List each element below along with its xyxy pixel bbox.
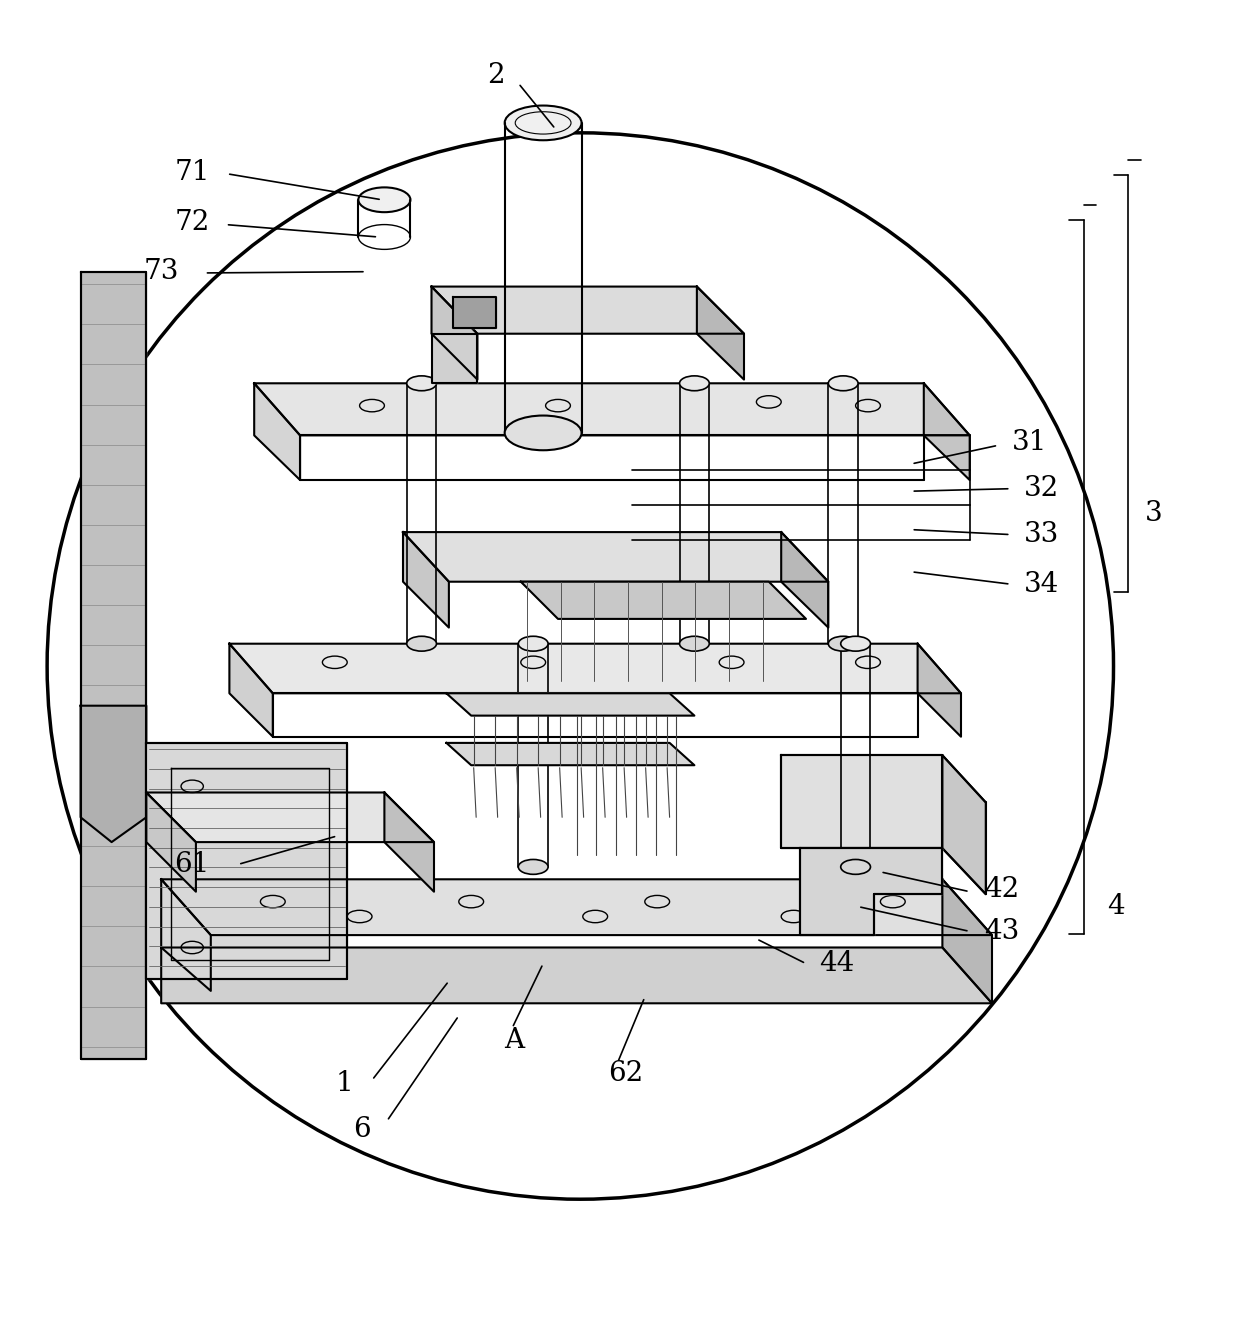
Text: 73: 73 xyxy=(144,258,179,285)
Ellipse shape xyxy=(841,860,870,874)
Polygon shape xyxy=(942,880,992,1003)
Ellipse shape xyxy=(505,106,582,140)
Polygon shape xyxy=(161,880,992,935)
Text: 61: 61 xyxy=(175,850,210,878)
Text: 31: 31 xyxy=(1012,429,1047,456)
Polygon shape xyxy=(161,880,211,991)
Polygon shape xyxy=(446,743,694,765)
Ellipse shape xyxy=(358,187,410,213)
Text: A: A xyxy=(505,1027,525,1054)
Text: 34: 34 xyxy=(1024,571,1059,598)
Text: 71: 71 xyxy=(175,159,210,186)
Ellipse shape xyxy=(505,416,582,451)
Polygon shape xyxy=(924,384,970,480)
Polygon shape xyxy=(453,297,496,328)
Circle shape xyxy=(47,132,1114,1199)
Polygon shape xyxy=(81,271,146,1059)
Polygon shape xyxy=(432,286,744,334)
Text: 33: 33 xyxy=(1024,521,1059,548)
Polygon shape xyxy=(146,793,434,842)
Polygon shape xyxy=(942,755,986,894)
Polygon shape xyxy=(697,286,744,380)
Text: 6: 6 xyxy=(353,1116,371,1143)
Polygon shape xyxy=(432,334,477,384)
Text: 2: 2 xyxy=(487,63,505,90)
Polygon shape xyxy=(146,793,196,892)
Text: 62: 62 xyxy=(609,1060,644,1087)
Polygon shape xyxy=(432,286,477,380)
Text: 32: 32 xyxy=(1024,475,1059,503)
Text: 43: 43 xyxy=(985,919,1019,945)
Ellipse shape xyxy=(680,636,709,651)
Polygon shape xyxy=(521,582,806,619)
Polygon shape xyxy=(800,848,942,935)
Polygon shape xyxy=(81,706,146,842)
Polygon shape xyxy=(918,643,961,737)
Polygon shape xyxy=(781,755,942,848)
Text: 1: 1 xyxy=(336,1071,353,1098)
Polygon shape xyxy=(384,793,434,892)
Ellipse shape xyxy=(828,376,858,390)
Ellipse shape xyxy=(518,860,548,874)
Ellipse shape xyxy=(518,636,548,651)
Polygon shape xyxy=(781,532,828,627)
Text: 44: 44 xyxy=(820,951,854,977)
Text: 42: 42 xyxy=(985,876,1019,902)
Polygon shape xyxy=(254,384,300,480)
Ellipse shape xyxy=(841,636,870,651)
Ellipse shape xyxy=(828,636,858,651)
Text: 4: 4 xyxy=(1107,893,1125,920)
Text: 3: 3 xyxy=(1145,500,1162,527)
Polygon shape xyxy=(229,643,961,694)
Ellipse shape xyxy=(407,376,436,390)
Polygon shape xyxy=(146,743,347,979)
Polygon shape xyxy=(403,532,449,627)
Ellipse shape xyxy=(407,636,436,651)
Text: 72: 72 xyxy=(175,209,210,235)
Polygon shape xyxy=(229,643,273,737)
Polygon shape xyxy=(254,384,970,436)
Polygon shape xyxy=(161,948,992,1003)
Polygon shape xyxy=(403,532,828,582)
Ellipse shape xyxy=(680,376,709,390)
Polygon shape xyxy=(446,694,694,715)
